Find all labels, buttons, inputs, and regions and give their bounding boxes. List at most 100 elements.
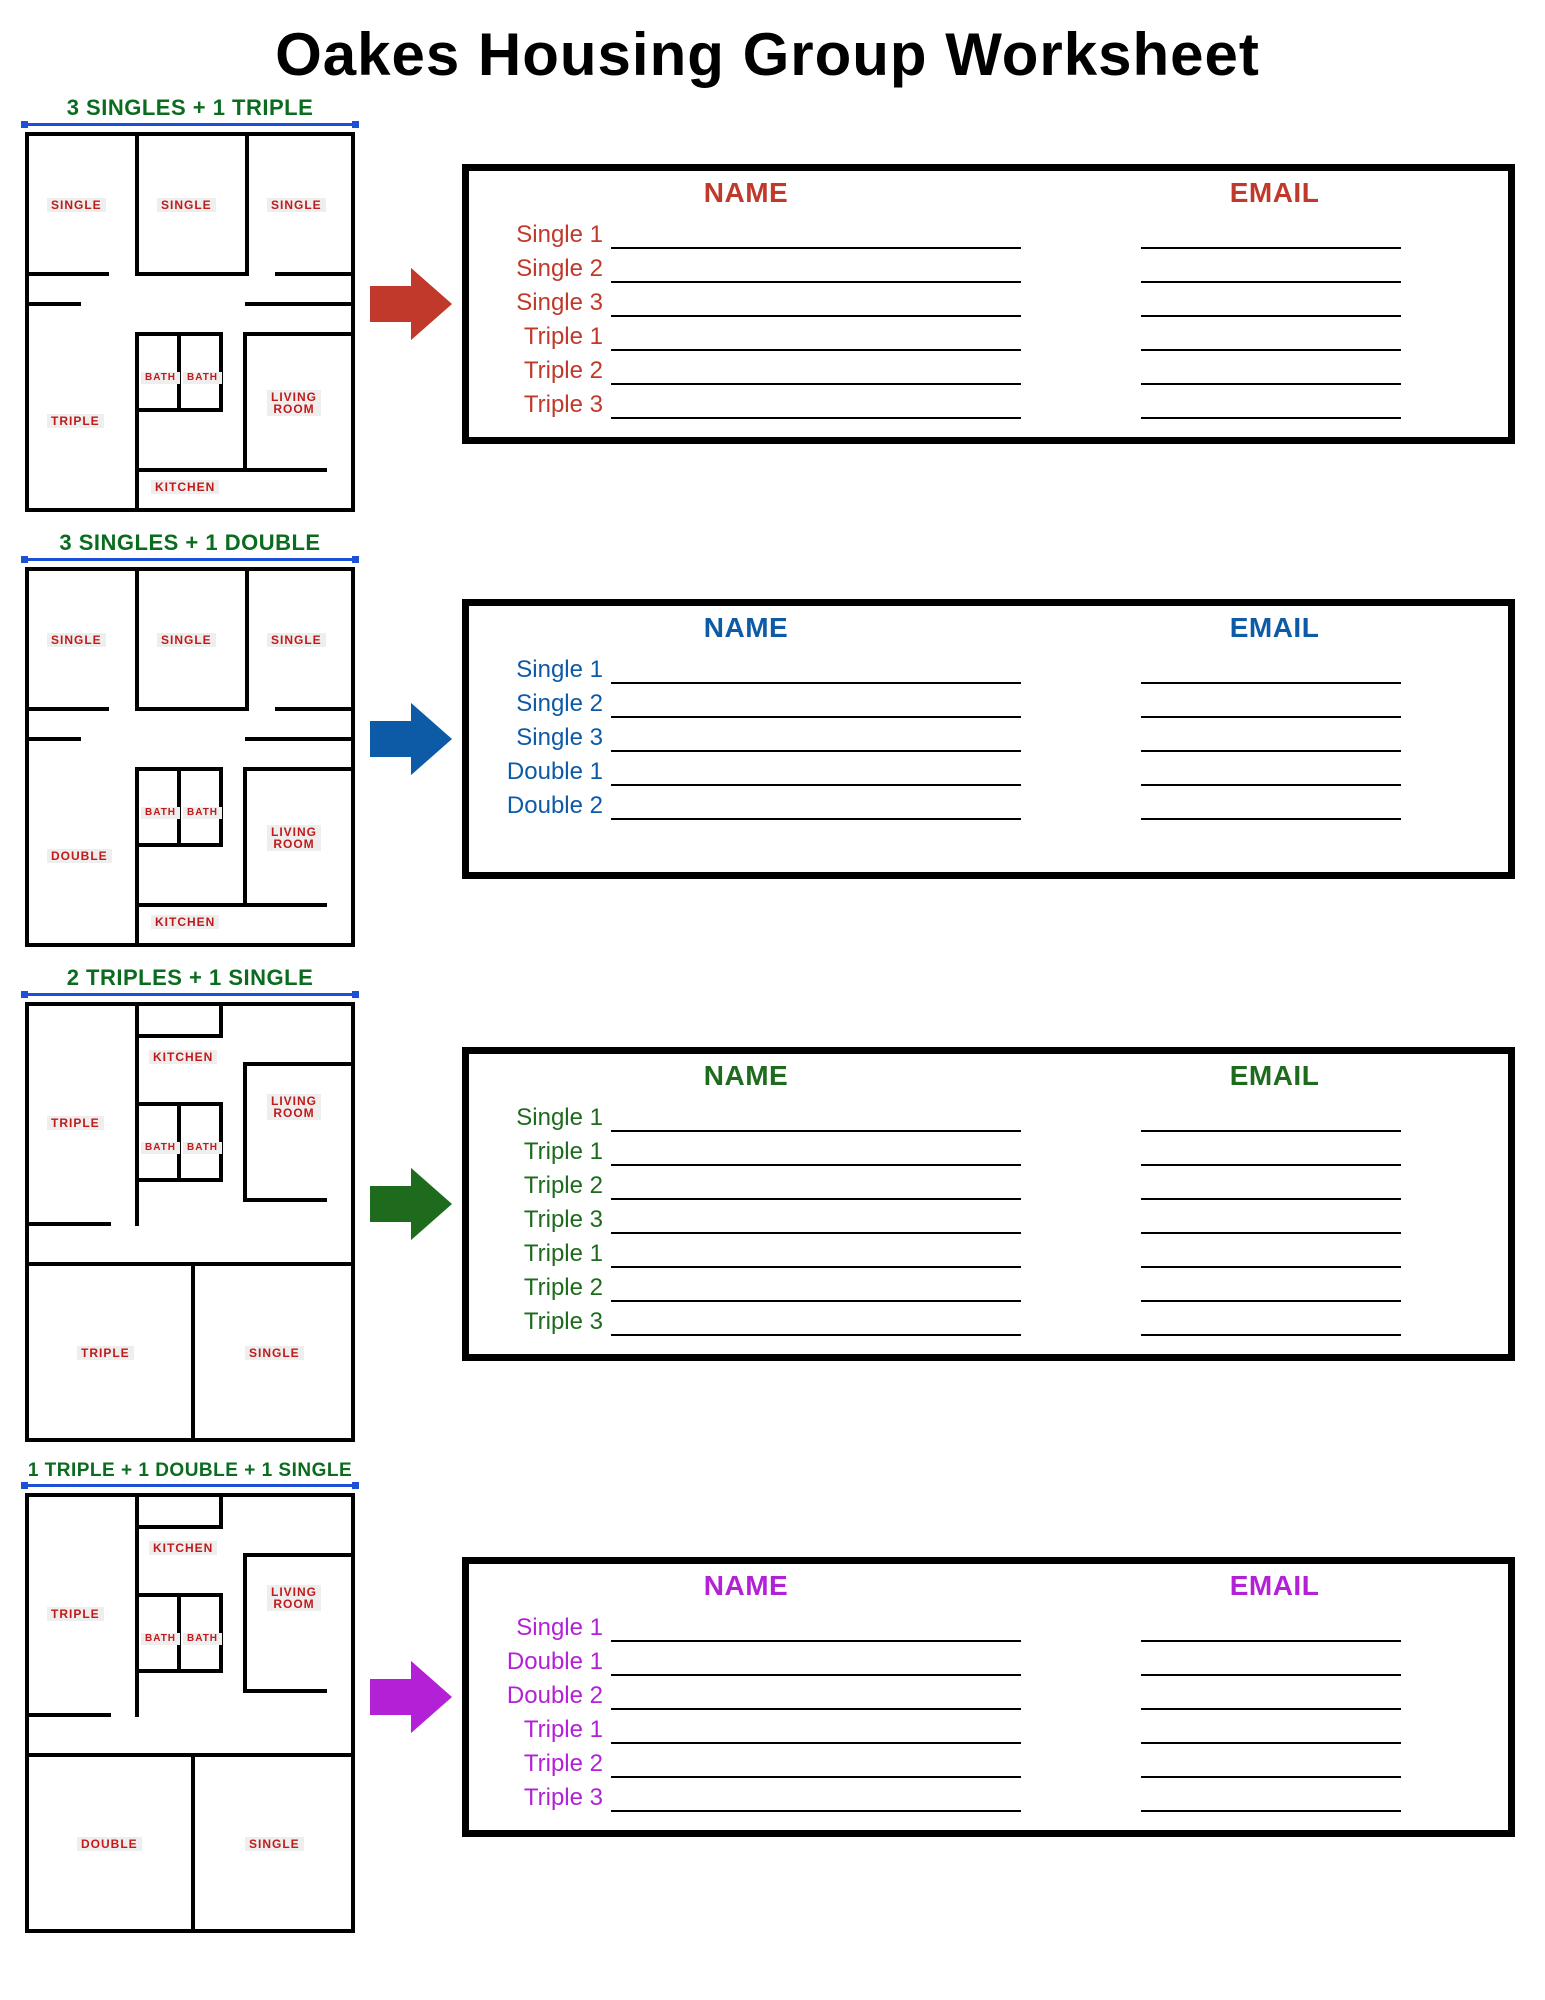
form-row: Single 2 <box>481 249 1478 283</box>
row-label: Single 1 <box>481 656 611 684</box>
form-row: Triple 1 <box>481 317 1478 351</box>
email-underline[interactable] <box>1141 1742 1401 1744</box>
room-triple-top: TRIPLE <box>47 1607 104 1621</box>
name-underline[interactable] <box>611 1232 1021 1234</box>
form-row: Double 1 <box>481 1642 1478 1676</box>
row-label: Triple 2 <box>481 1274 611 1302</box>
arrow-right-icon <box>370 1163 452 1245</box>
form-box-b: NAME EMAIL Single 1Single 2Single 3Doubl… <box>462 599 1515 879</box>
row-label: Triple 3 <box>481 1206 611 1234</box>
name-underline[interactable] <box>611 1810 1021 1812</box>
arrow-right-icon <box>370 263 452 345</box>
form-box-c: NAME EMAIL Single 1Triple 1Triple 2Tripl… <box>462 1047 1515 1361</box>
email-underline[interactable] <box>1141 1300 1401 1302</box>
row-label: Triple 1 <box>481 1138 611 1166</box>
email-underline[interactable] <box>1141 784 1401 786</box>
room-kitchen: KITCHEN <box>151 480 219 494</box>
form-row: Single 2 <box>481 684 1478 718</box>
room-bath-1: BATH <box>141 1142 180 1154</box>
room-single-1: SINGLE <box>47 198 106 212</box>
plan-column: 3 SINGLES + 1 DOUBLE SINGLE SINGLE SINGL… <box>20 530 360 947</box>
row-label: Triple 1 <box>481 323 611 351</box>
room-single-bot: SINGLE <box>245 1837 304 1851</box>
section-a: 3 SINGLES + 1 TRIPLE <box>20 95 1515 512</box>
room-bath-2: BATH <box>183 1633 222 1645</box>
header-email: EMAIL <box>1011 177 1478 209</box>
name-underline[interactable] <box>611 716 1021 718</box>
name-underline[interactable] <box>611 1742 1021 1744</box>
form-box-a: NAME EMAIL Single 1Single 2Single 3Tripl… <box>462 164 1515 444</box>
floorplan-a: SINGLE SINGLE SINGLE TRIPLE BATH BATH LI… <box>25 132 355 512</box>
name-underline[interactable] <box>611 1198 1021 1200</box>
email-underline[interactable] <box>1141 315 1401 317</box>
name-underline[interactable] <box>611 383 1021 385</box>
email-underline[interactable] <box>1141 1198 1401 1200</box>
name-underline[interactable] <box>611 1776 1021 1778</box>
row-label: Triple 1 <box>481 1240 611 1268</box>
email-underline[interactable] <box>1141 1708 1401 1710</box>
header-name: NAME <box>481 177 1011 209</box>
name-underline[interactable] <box>611 1674 1021 1676</box>
room-bath-2: BATH <box>183 1142 222 1154</box>
form-box-d: NAME EMAIL Single 1Double 1Double 2Tripl… <box>462 1557 1515 1837</box>
name-underline[interactable] <box>611 349 1021 351</box>
name-underline[interactable] <box>611 1708 1021 1710</box>
email-underline[interactable] <box>1141 682 1401 684</box>
row-label: Single 2 <box>481 690 611 718</box>
email-underline[interactable] <box>1141 1164 1401 1166</box>
form-row: Double 2 <box>481 786 1478 820</box>
room-bath-2: BATH <box>183 372 222 384</box>
form-row: Double 1 <box>481 752 1478 786</box>
name-underline[interactable] <box>611 784 1021 786</box>
section-c: 2 TRIPLES + 1 SINGLE TRIPLE KITCHEN LIVI… <box>20 965 1515 1442</box>
email-underline[interactable] <box>1141 417 1401 419</box>
email-underline[interactable] <box>1141 281 1401 283</box>
arrow-shape <box>370 1660 452 1732</box>
room-bath-2: BATH <box>183 807 222 819</box>
email-underline[interactable] <box>1141 349 1401 351</box>
name-underline[interactable] <box>611 247 1021 249</box>
header-name: NAME <box>481 1570 1011 1602</box>
plan-column: 1 TRIPLE + 1 DOUBLE + 1 SINGLE TRIPLE KI… <box>20 1460 360 1933</box>
email-underline[interactable] <box>1141 247 1401 249</box>
form-row: Triple 1 <box>481 1710 1478 1744</box>
email-underline[interactable] <box>1141 1810 1401 1812</box>
name-underline[interactable] <box>611 417 1021 419</box>
email-underline[interactable] <box>1141 1266 1401 1268</box>
room-living: LIVING ROOM <box>267 1585 321 1611</box>
email-underline[interactable] <box>1141 1776 1401 1778</box>
email-underline[interactable] <box>1141 818 1401 820</box>
email-underline[interactable] <box>1141 1232 1401 1234</box>
arrow-shape <box>370 702 452 774</box>
email-underline[interactable] <box>1141 1334 1401 1336</box>
name-underline[interactable] <box>611 281 1021 283</box>
section-d: 1 TRIPLE + 1 DOUBLE + 1 SINGLE TRIPLE KI… <box>20 1460 1515 1933</box>
name-underline[interactable] <box>611 1334 1021 1336</box>
name-underline[interactable] <box>611 682 1021 684</box>
email-underline[interactable] <box>1141 383 1401 385</box>
room-bath-1: BATH <box>141 372 180 384</box>
email-underline[interactable] <box>1141 1640 1401 1642</box>
name-underline[interactable] <box>611 1640 1021 1642</box>
arrow-column <box>366 698 456 780</box>
name-underline[interactable] <box>611 1266 1021 1268</box>
room-kitchen: KITCHEN <box>149 1541 217 1555</box>
email-underline[interactable] <box>1141 1674 1401 1676</box>
email-underline[interactable] <box>1141 1130 1401 1132</box>
name-underline[interactable] <box>611 818 1021 820</box>
page-title: Oakes Housing Group Worksheet <box>20 20 1515 89</box>
row-label: Triple 2 <box>481 357 611 385</box>
name-underline[interactable] <box>611 1164 1021 1166</box>
floorplan-b: SINGLE SINGLE SINGLE DOUBLE BATH BATH LI… <box>25 567 355 947</box>
email-underline[interactable] <box>1141 716 1401 718</box>
email-underline[interactable] <box>1141 750 1401 752</box>
form-row: Single 3 <box>481 718 1478 752</box>
row-label: Triple 1 <box>481 1716 611 1744</box>
header-name: NAME <box>481 612 1011 644</box>
arrow-column <box>366 1163 456 1245</box>
name-underline[interactable] <box>611 1130 1021 1132</box>
name-underline[interactable] <box>611 1300 1021 1302</box>
form-row: Single 1 <box>481 1608 1478 1642</box>
name-underline[interactable] <box>611 315 1021 317</box>
name-underline[interactable] <box>611 750 1021 752</box>
